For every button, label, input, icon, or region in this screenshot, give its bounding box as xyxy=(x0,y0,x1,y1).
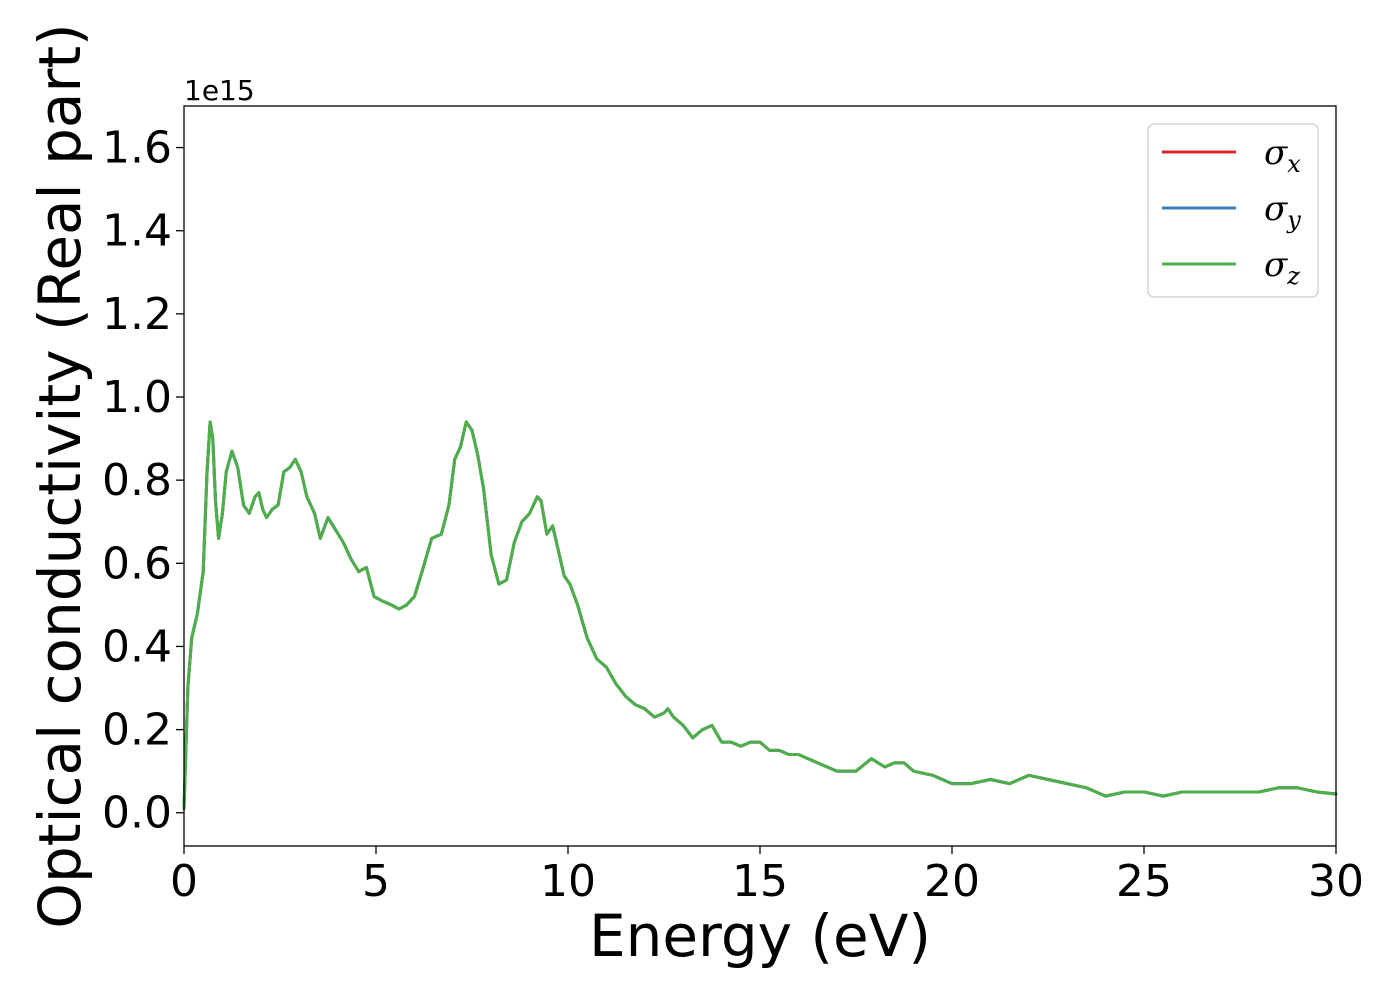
x-tick-label: 20 xyxy=(924,856,980,907)
y-tick-label: 1.4 xyxy=(102,206,172,257)
y-tick-label: 0.4 xyxy=(102,621,172,672)
y-offset-label: 1e15 xyxy=(184,74,255,107)
series-line-σz xyxy=(182,420,1338,811)
x-tick-label: 25 xyxy=(1116,856,1172,907)
y-tick-label: 1.0 xyxy=(102,372,172,423)
y-axis-label: Optical conductivity (Real part) xyxy=(26,23,94,928)
x-tick-label: 15 xyxy=(732,856,788,907)
legend-subscript: x xyxy=(1287,150,1301,178)
x-tick-label: 10 xyxy=(540,856,596,907)
y-tick-label: 1.6 xyxy=(102,123,172,174)
y-tick-label: 0.0 xyxy=(102,788,172,839)
x-tick-label: 0 xyxy=(170,856,198,907)
legend-subscript: z xyxy=(1286,262,1300,290)
y-tick-label: 0.6 xyxy=(102,538,172,589)
legend-subscript: y xyxy=(1286,206,1301,234)
y-tick-label: 1.2 xyxy=(102,289,172,340)
y-tick-label: 0.2 xyxy=(102,705,172,756)
y-tick-label: 0.8 xyxy=(102,455,172,506)
series-layer xyxy=(182,420,1338,811)
x-tick-label: 5 xyxy=(362,856,390,907)
y-axis-ticks: 0.0 0.2 0.4 0.6 0.8 1.0 1.2 1.4 1.6 xyxy=(102,123,184,839)
x-axis-ticks: 0 5 10 15 20 25 30 xyxy=(170,846,1364,907)
x-axis-label: Energy (eV) xyxy=(589,902,931,970)
x-tick-label: 30 xyxy=(1308,856,1364,907)
series-line-σy xyxy=(182,420,1338,811)
legend-box xyxy=(1147,123,1319,298)
series-line-σx xyxy=(182,420,1338,811)
